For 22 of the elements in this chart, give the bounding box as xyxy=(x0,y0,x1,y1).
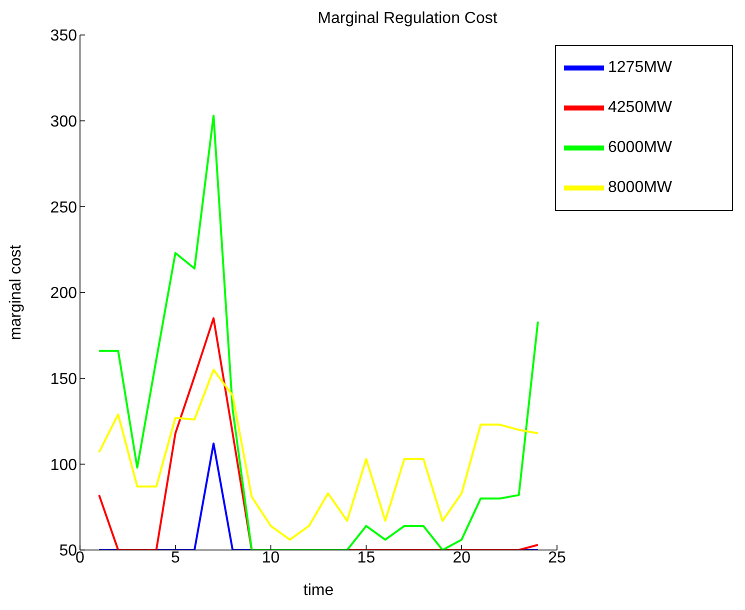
chart-title: Marginal Regulation Cost xyxy=(316,10,498,28)
x-tick-label: 25 xyxy=(548,549,566,566)
y-tick-label: 300 xyxy=(50,114,78,131)
y-tick-label: 350 xyxy=(50,28,78,45)
x-tick-label: 20 xyxy=(452,549,471,566)
legend-label: 4250MW xyxy=(608,99,672,116)
y-tick-label: 50 xyxy=(59,542,78,560)
y-tick-label: 250 xyxy=(50,199,78,216)
x-tick-label: 10 xyxy=(262,549,280,566)
legend-label: 8000MW xyxy=(608,179,672,196)
x-tick-label: 15 xyxy=(357,549,376,566)
y-tick-label: 100 xyxy=(50,456,78,474)
legend-label: 6000MW xyxy=(608,139,672,156)
line-series xyxy=(98,368,539,541)
legend-label: 1275MW xyxy=(608,59,672,76)
x-axis-title: time xyxy=(303,582,334,599)
y-tick-label: 150 xyxy=(50,371,78,388)
x-tick-label: 0 xyxy=(76,549,85,566)
y-tick-label: 200 xyxy=(50,285,78,302)
line-series xyxy=(98,114,539,550)
x-tick-label: 5 xyxy=(170,549,180,566)
y-axis-title: marginal cost xyxy=(8,244,25,340)
